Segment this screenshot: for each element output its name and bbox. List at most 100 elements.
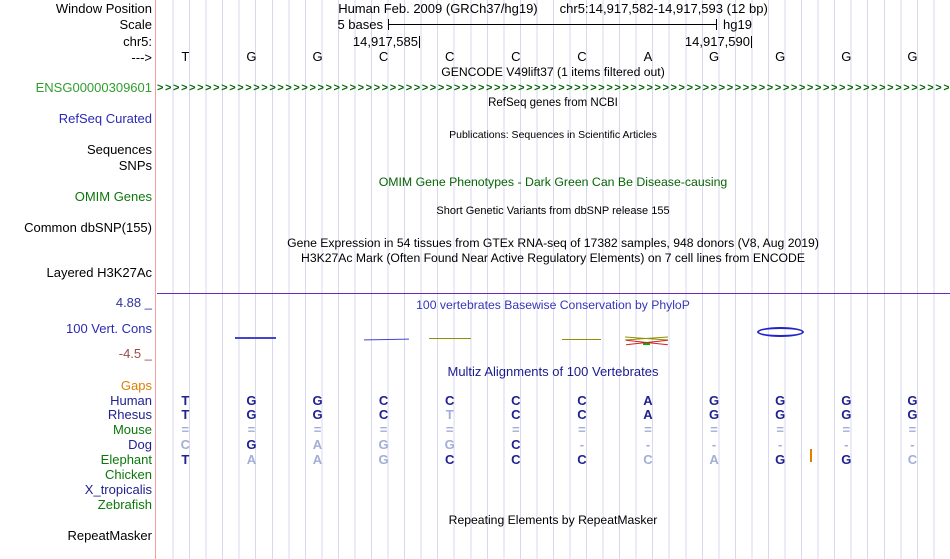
track-label-zebrafish[interactable]: Zebrafish [97,497,152,512]
sequence-base: G [841,49,852,64]
multiz-base-mouse: = [313,422,322,437]
multiz-base-rhesus: G [841,407,852,422]
multiz-base-human: A [643,393,653,408]
omim-note: OMIM Gene Phenotypes - Dark Green Can Be… [378,175,728,189]
multiz-base-dog: - [844,437,849,452]
track-label-gaps[interactable]: Gaps [120,378,152,393]
sequence-base: A [643,49,653,64]
sequence-base: T [181,49,190,64]
multiz-base-mouse: = [379,422,388,437]
track-label-x-tropicalis[interactable]: X_tropicalis [84,482,152,497]
multiz-base-human: G [709,393,720,408]
multiz-base-mouse: = [181,422,190,437]
track-label-rhesus[interactable]: Rhesus [107,407,152,422]
multiz-base-dog: C [511,437,521,452]
sequence-base: G [775,49,786,64]
sequence-base: G [246,49,257,64]
multiz-title: Multiz Alignments of 100 Vertebrates [447,364,659,379]
phylop-title: 100 vertebrates Basewise Conservation by… [416,298,690,312]
multiz-base-rhesus: A [643,407,653,422]
multiz-base-mouse: = [842,422,851,437]
multiz-base-dog: C [180,437,190,452]
track-label-elephant[interactable]: Elephant [100,452,152,467]
multiz-base-elephant: T [181,452,190,467]
multiz-base-human: G [312,393,323,408]
multiz-base-mouse: = [578,422,586,437]
multiz-base-rhesus: C [577,407,587,422]
multiz-base-rhesus: C [378,407,389,422]
multiz-base-elephant: A [709,452,719,467]
track-label-layered-h3k27ac[interactable]: Layered H3K27Ac [46,265,152,280]
multiz-base-elephant: G [841,452,852,467]
multiz-base-mouse: = [644,422,652,437]
sequence-base: G [709,49,720,64]
track-label-sequences[interactable]: Sequences [86,142,152,157]
multiz-base-elephant: A [246,452,257,467]
multiz-base-rhesus: G [775,407,786,422]
sequence-base: G [312,49,323,64]
scale-ruler-line [388,24,717,25]
multiz-base-mouse: = [776,422,784,437]
scale-value: 5 bases [337,17,383,32]
track-label-gene-ensg[interactable]: ENSG00000309601 [35,80,152,95]
conservation-line-mark [429,338,471,339]
gene-item-arrows[interactable]: >>>>>>>>>>>>>>>>>>>>>>>>>>>>>>>>>>>>>>>>… [157,82,949,94]
track-label-phylop-min: -4.5 _ [118,346,152,361]
multiz-base-human: T [181,393,190,408]
multiz-base-rhesus: G [246,407,257,422]
multiz-base-mouse: = [247,422,256,437]
gtex-note: Gene Expression in 54 tissues from GTEx … [287,236,819,250]
track-label-repeatmasker[interactable]: RepeatMasker [67,528,152,543]
h3k27ac-baseline [157,293,950,294]
sequence-base: C [511,49,521,64]
multiz-base-elephant: C [511,452,521,467]
multiz-base-elephant: G [378,452,389,467]
multiz-base-mouse: = [710,422,718,437]
track-label-snps[interactable]: SNPs [118,158,152,173]
multiz-base-human: G [907,393,918,408]
track-label-omim-genes[interactable]: OMIM Genes [74,189,152,204]
multiz-base-mouse: = [908,422,917,437]
track-label-chrom: chr5: [123,34,152,49]
multiz-base-rhesus: T [445,407,454,422]
multiz-base-rhesus: C [511,407,521,422]
multiz-base-human: C [511,393,521,408]
track-label-scale: Scale [119,17,152,32]
track-label-refseq-curated[interactable]: RefSeq Curated [58,111,152,126]
multiz-base-human: G [775,393,786,408]
coordinate-tick-left [419,36,420,48]
scale-ruler-right-tick [716,19,717,30]
multiz-base-mouse: = [445,422,454,437]
multiz-base-dog: G [378,437,389,452]
sequence-base: C [444,49,455,64]
gencode-title: GENCODE V49lift37 (1 items filtered out) [441,65,665,79]
track-label-mouse[interactable]: Mouse [112,422,152,437]
assembly-name: Human Feb. 2009 (GRCh37/hg19) [338,1,538,16]
multiz-base-elephant: C [643,452,653,467]
window-position-line: Human Feb. 2009 (GRCh37/hg19) chr5:14,91… [157,2,949,15]
track-label-phylop-max: 4.88 _ [115,295,152,310]
track-label-dog[interactable]: Dog [128,437,152,452]
track-label-chicken[interactable]: Chicken [105,467,152,482]
multiz-base-rhesus: T [181,407,190,422]
repeatmasker-note: Repeating Elements by RepeatMasker [448,513,658,527]
conservation-line-mark [562,339,601,340]
multiz-base-dog: - [645,437,651,452]
coordinate-label-left: 14,917,585 [352,34,418,49]
track-label-common-dbsnp[interactable]: Common dbSNP(155) [24,220,152,235]
base-gridlines [157,0,950,559]
multiz-base-dog: - [910,437,915,452]
track-label-human[interactable]: Human [110,393,152,408]
multiz-base-dog: A [312,437,323,452]
track-label-vert-cons[interactable]: 100 Vert. Cons [66,321,152,336]
multiz-base-elephant: C [907,452,918,467]
multiz-base-human: C [577,393,587,408]
scale-assembly: hg19 [723,17,752,32]
label-track-divider [155,0,156,559]
dbsnp-note: Short Genetic Variants from dbSNP releas… [436,205,670,217]
multiz-base-mouse: = [512,422,520,437]
multiz-base-human: C [378,393,389,408]
sequence-base: C [378,49,389,64]
sequence-base: C [577,49,587,64]
